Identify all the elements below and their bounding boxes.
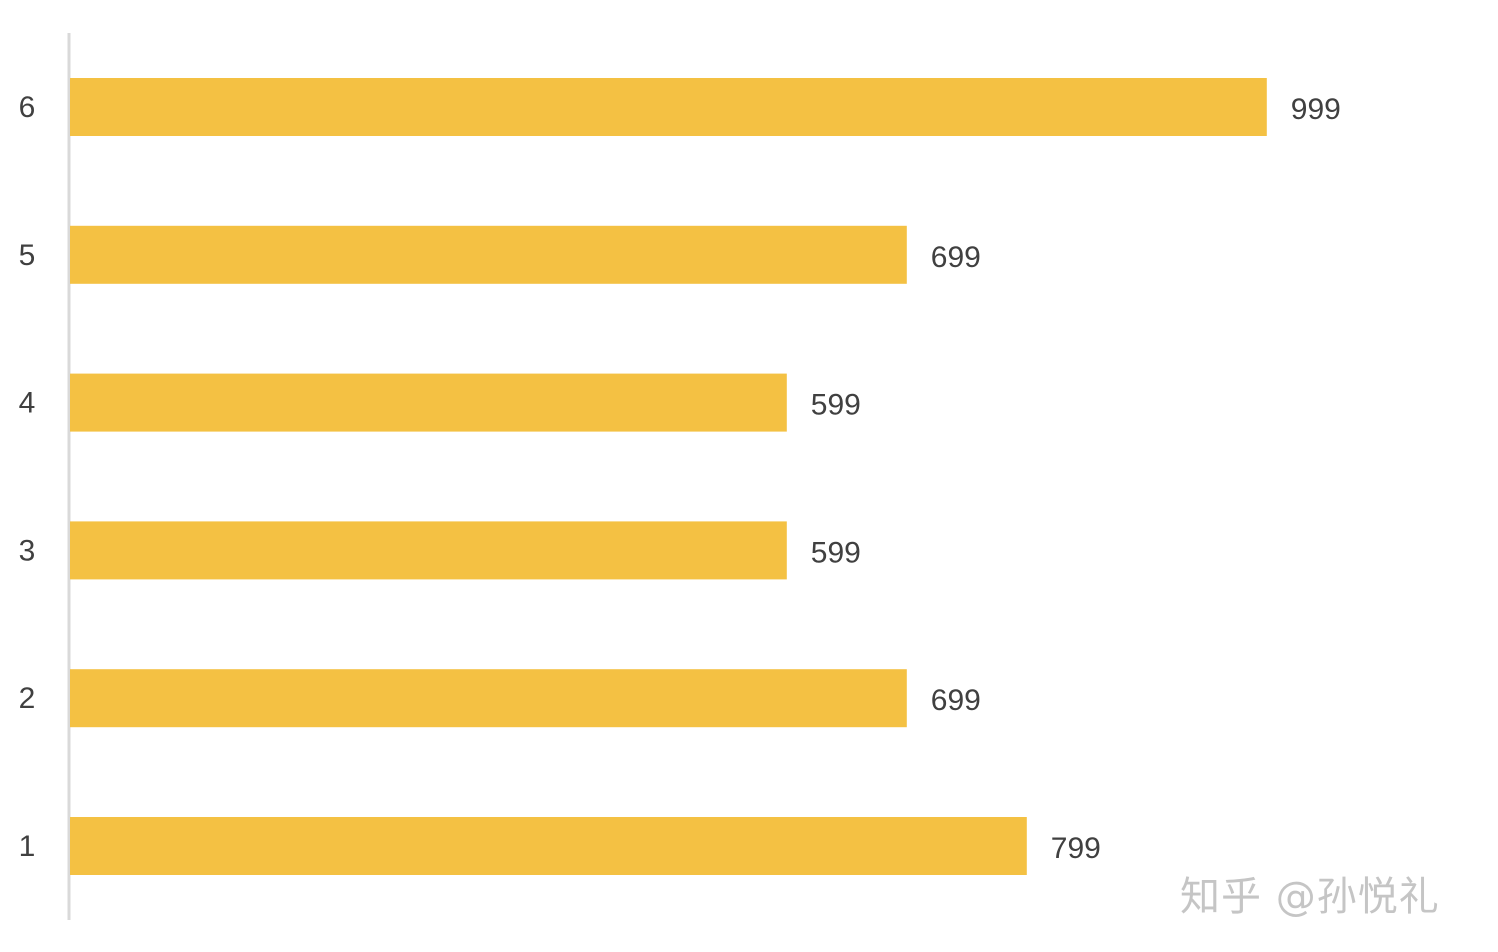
labels-layer: 1 799 2 699 3 599 4 599 5 699 6 999 [19, 91, 1341, 865]
bar-6 [70, 78, 1267, 136]
category-label-2: 2 [19, 682, 36, 715]
value-label-4: 599 [811, 389, 861, 422]
bar-5 [70, 225, 907, 284]
value-label-5: 699 [931, 241, 981, 274]
category-label-5: 5 [19, 239, 36, 272]
bar-3 [70, 521, 787, 580]
bar-4 [70, 373, 787, 432]
bar-1 [70, 817, 1027, 875]
category-label-3: 3 [19, 534, 36, 567]
bar-2 [70, 669, 907, 728]
value-label-3: 599 [811, 536, 861, 569]
watermark-text: 知乎 @孙悦礼 [1180, 874, 1440, 920]
category-label-1: 1 [19, 830, 36, 863]
value-label-1: 799 [1051, 832, 1101, 865]
value-label-2: 699 [931, 684, 981, 717]
category-label-6: 6 [19, 91, 36, 124]
category-label-4: 4 [19, 387, 36, 420]
value-label-6: 999 [1291, 93, 1341, 126]
bars-layer [70, 78, 1267, 875]
